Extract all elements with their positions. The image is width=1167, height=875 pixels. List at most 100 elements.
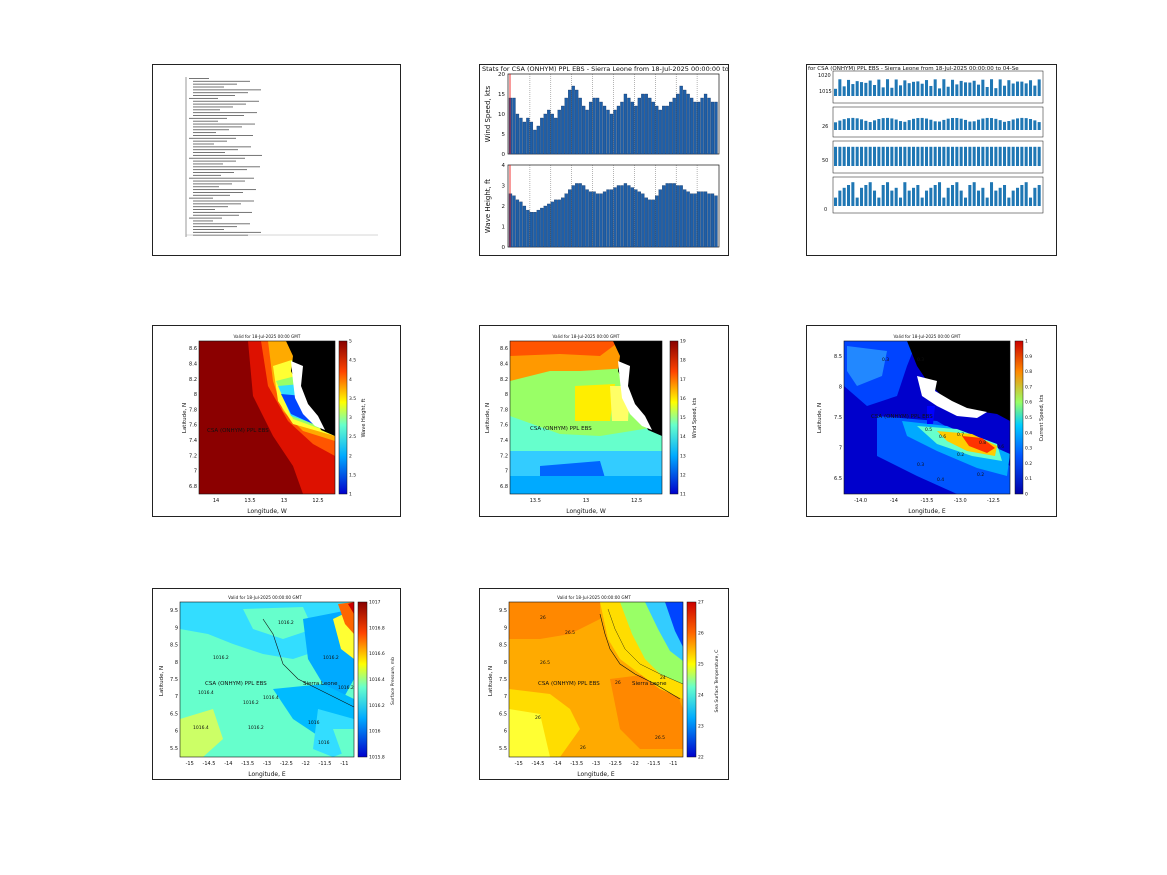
wind-bar [627,97,631,155]
current-speed-map: Valid for 18-Jul-2025 00:00 GMT CSA (ONH… [817,334,1045,515]
colorbar-tick: 27 [698,600,704,606]
wave-map-title: Valid for 18-Jul-2025 00:00 GMT [234,334,301,339]
colorbar-tick: 24 [698,693,704,699]
wind-bar [522,121,527,155]
strip-bar [942,79,946,96]
strip-bar [907,146,911,166]
wind-bar [582,105,586,155]
strip-bar [959,146,963,166]
wave-bar [609,189,614,248]
wave-bar [533,211,537,248]
strip-bar [1016,187,1020,206]
contour-label: 1016.2 [323,655,339,661]
colorbar-tick: 1015.8 [369,755,385,761]
wave-bar [686,191,690,248]
strip-bar [855,118,859,130]
strip-bar [877,146,881,166]
strip-bar [1033,187,1037,206]
colorbar-tick: 1016.6 [369,651,385,657]
wind-map-title: Valid for 18-Jul-2025 00:00 GMT [553,334,620,339]
x-tick: -12.5 [987,498,1000,504]
wave-bar [627,185,631,248]
report-text-line [193,132,216,134]
wind-bar [655,105,659,155]
report-text-line [189,217,222,219]
y-tick: 8 [175,660,178,666]
wind-map-xticks: 13.5 13 12.5 [530,498,642,504]
colorbar-tick: 0.6 [1025,400,1032,406]
strip-bar [994,146,998,166]
strip-bar [998,146,1002,166]
wind-map-xlabel: Longitude, W [566,508,606,515]
wind-bar [707,97,711,155]
strip-bar [851,117,855,130]
strip-bar [968,121,972,130]
y-tick: 6.8 [500,484,508,490]
colorbar-tick: 19 [680,339,686,345]
report-text-line [189,137,236,139]
report-text-line [193,209,215,210]
contour-label: 0.2 [957,452,964,458]
contour-label: 1016 [318,740,330,746]
strip-bar [977,84,981,96]
wind-bar [613,109,617,155]
wave-bar [630,187,635,248]
wave-bar [582,185,586,248]
report-text-line [193,126,242,128]
colorbar-tick: 0.4 [1025,430,1032,436]
colorbar-tick: 22 [698,755,704,761]
wave-map-site-label: CSA (ONHYM) PPL EBS [207,428,269,434]
strip-bar [951,79,955,96]
wave-bar [547,203,551,248]
x-tick: -14.5 [532,761,545,767]
strip-bar [946,146,950,166]
multi-ts-tick-d: 0 [824,207,827,213]
multi-ts-tick-c: 50 [822,158,828,164]
strip-bar [964,119,968,130]
strip-bar [890,118,894,130]
colorbar-tick: 1 [1025,339,1028,345]
strip-bar [946,86,950,96]
report-text-line [193,223,250,225]
text-report-figure [185,77,378,237]
strip-bar [933,185,937,206]
current-map-site-label: CSA (ONHYM) PPL EBS [871,414,933,420]
current-map-yticks: 8.5 8 7.5 7 6.5 [834,354,842,482]
strip-bar [881,118,885,130]
strip-bar [855,197,859,206]
wind-bar [595,97,600,155]
colorbar-tick: 26 [698,631,704,637]
report-text-line [189,78,209,79]
wind-bar [529,121,534,155]
sst-map-site-label: CSA (ONHYM) PPL EBS [538,681,600,687]
wave-bar [714,195,718,248]
strip-bar [864,120,868,130]
report-text-line [193,211,252,213]
wind-bar [665,105,669,155]
wind-bar [550,113,554,155]
wave-bar [655,195,659,248]
strip-bar [946,118,950,130]
report-text-line [193,86,224,88]
strip-bar [868,182,872,206]
x-tick: -13.0 [954,498,967,504]
strip-bar [1029,197,1033,206]
wind-bar [676,93,680,155]
strip-bar [838,120,842,130]
strip-bar [855,146,859,166]
contour-label: 26 [540,615,546,621]
y-tick: 8.5 [170,643,178,649]
wave-height-map: Valid for 18-Jul-2025 00:00 GMT CSA (ONH… [182,334,367,515]
report-text-line [193,229,224,230]
strip-bar [1016,81,1020,96]
wind-bar [575,89,579,155]
strip-bar [938,182,942,206]
report-text-line [193,109,220,111]
report-text-line [193,180,245,182]
report-text-line [189,117,227,119]
strip-bar [886,117,890,130]
colorbar-tick: 0 [1025,492,1028,498]
strip-bar [981,79,985,96]
x-tick: -14 [224,761,232,767]
report-text-line [193,231,261,233]
